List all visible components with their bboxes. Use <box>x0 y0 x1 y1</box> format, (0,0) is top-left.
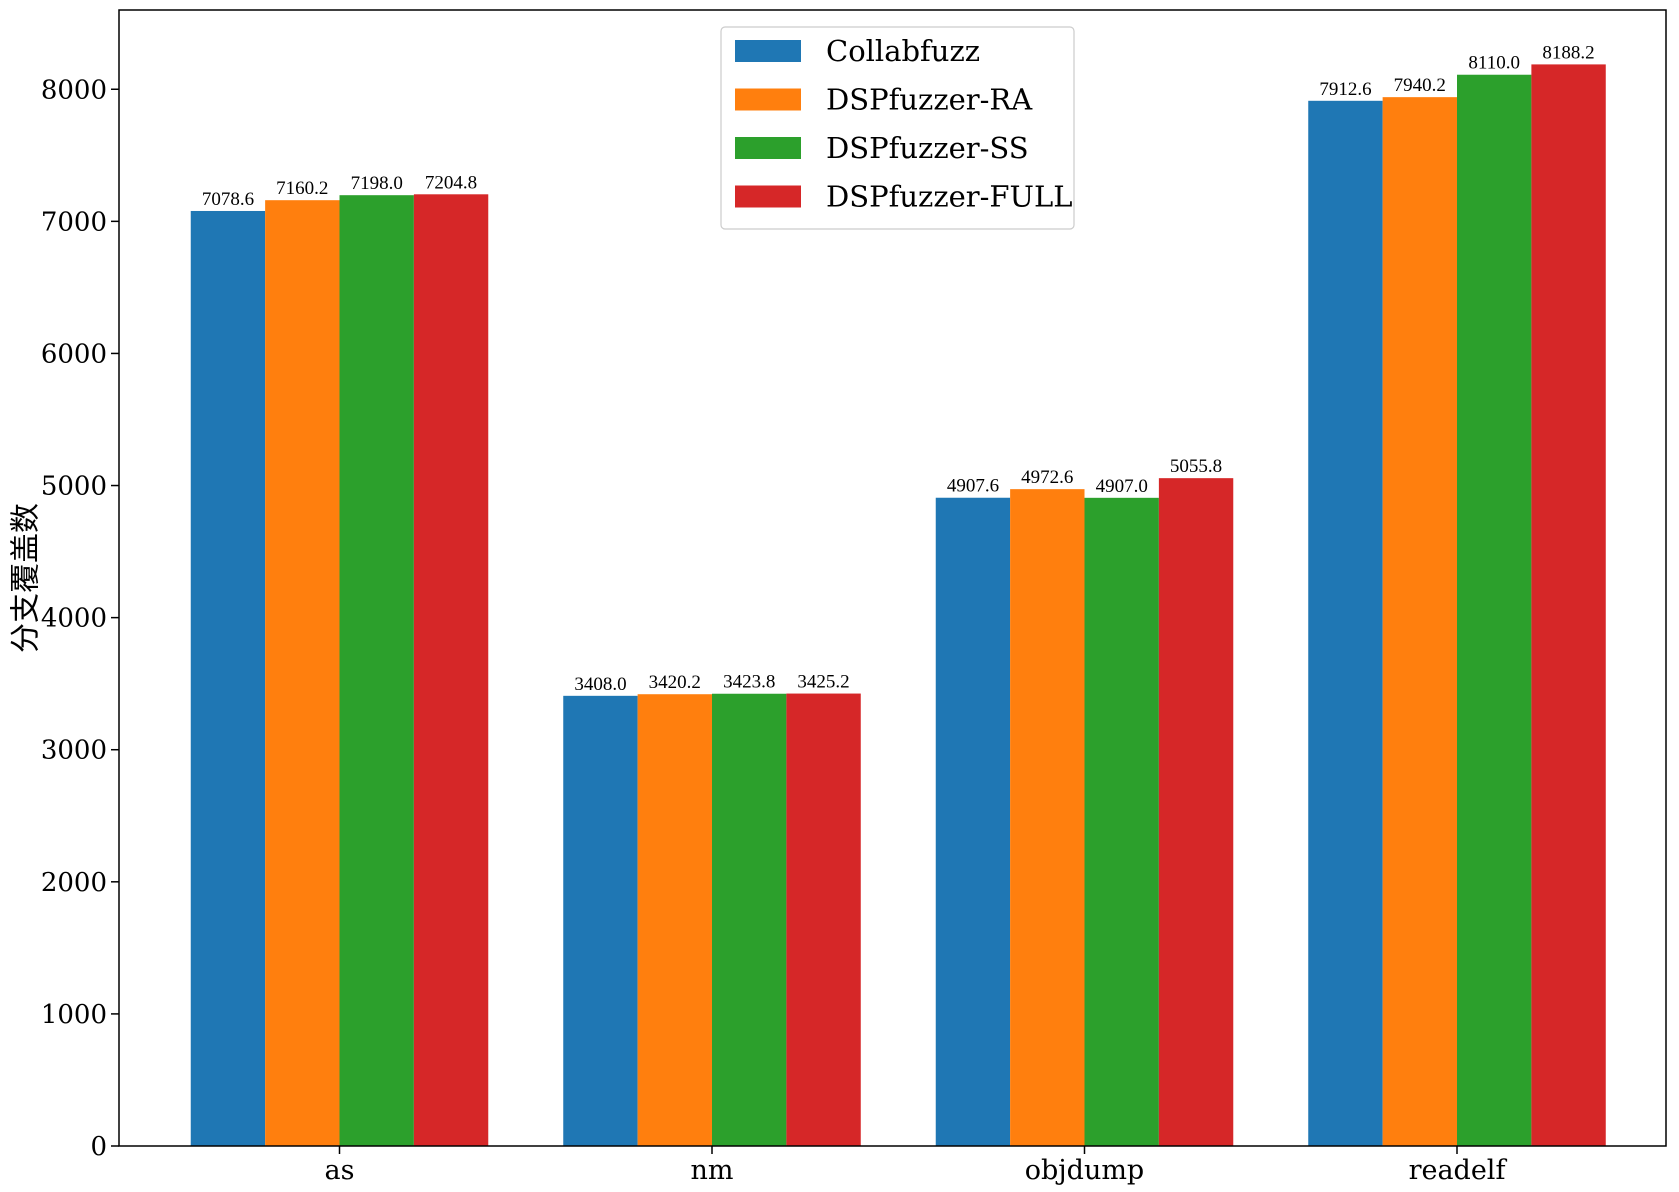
bar-value-label: 4907.0 <box>1096 476 1148 497</box>
x-tick-label: nm <box>691 1155 734 1186</box>
x-tick-label: readelf <box>1409 1155 1508 1186</box>
y-tick-label: 8000 <box>41 75 107 105</box>
y-tick-label: 5000 <box>41 472 107 502</box>
bar-value-label: 7078.6 <box>202 189 254 210</box>
legend-swatch <box>735 137 801 159</box>
bar-dspfuzzer-full-readelf <box>1531 64 1606 1146</box>
bar-value-label: 7198.0 <box>351 173 403 194</box>
bar-dspfuzzer-ss-as <box>339 195 414 1146</box>
bar-value-label: 3423.8 <box>723 672 775 693</box>
x-axis: as nm objdump readelf <box>325 1146 1508 1186</box>
y-tick-label: 1000 <box>41 1000 107 1030</box>
y-tick-label: 3000 <box>41 736 107 766</box>
legend-entry-label: DSPfuzzer-FULL <box>826 180 1073 214</box>
y-axis-label: 分支覆盖数 <box>9 503 44 653</box>
y-tick-label: 6000 <box>41 339 107 369</box>
bar-dspfuzzer-full-nm <box>786 693 861 1146</box>
legend-swatch <box>735 40 801 62</box>
bar-dspfuzzer-ra-objdump <box>1010 489 1085 1146</box>
legend-entry-label: DSPfuzzer-RA <box>826 83 1033 117</box>
bar-dspfuzzer-ra-nm <box>637 694 713 1146</box>
bar-dspfuzzer-full-objdump <box>1158 478 1234 1146</box>
bar-labels-layer: 7078.6 3408.0 4907.6 7912.6 7160.2 3420.2 4972… <box>202 42 1595 694</box>
bar-dspfuzzer-ss-nm <box>712 693 787 1146</box>
bar-value-label: 7204.8 <box>425 172 477 193</box>
bar-value-label: 4907.6 <box>947 476 999 497</box>
y-axis: 0 1000 2000 3000 4000 5000 6000 7000 8000 <box>41 75 119 1162</box>
bars-layer <box>190 64 1606 1147</box>
legend-swatch <box>735 88 801 111</box>
legend-entry-label: DSPfuzzer-SS <box>826 131 1029 165</box>
bar-value-label: 5055.8 <box>1170 456 1222 477</box>
x-tick-label: objdump <box>1025 1155 1144 1186</box>
legend-swatch <box>735 185 801 208</box>
bar-collabfuzz-nm <box>563 695 638 1146</box>
bar-collabfuzz-objdump <box>935 497 1011 1146</box>
bar-dspfuzzer-ss-objdump <box>1084 497 1159 1146</box>
bar-value-label: 3408.0 <box>574 674 626 695</box>
bar-value-label: 7160.2 <box>276 178 328 199</box>
bar-collabfuzz-readelf <box>1308 100 1383 1146</box>
y-tick-label: 2000 <box>41 868 107 898</box>
legend-box <box>720 26 1075 230</box>
plot-frame <box>118 9 1667 1147</box>
legend: Collabfuzz DSPfuzzer-RA DSPfuzzer-SS DSPfuz… <box>720 26 1075 230</box>
y-tick-label: 4000 <box>41 604 107 634</box>
y-tick-label: 0 <box>90 1132 107 1162</box>
legend-entry-label: Collabfuzz <box>826 34 980 68</box>
bar-value-label: 4972.6 <box>1021 467 1073 488</box>
bar-dspfuzzer-ra-as <box>265 200 340 1146</box>
y-tick-label: 7000 <box>41 207 107 237</box>
bar-dspfuzzer-ss-readelf <box>1457 74 1532 1147</box>
bar-value-label: 7912.6 <box>1319 79 1371 100</box>
bar-value-label: 7940.2 <box>1394 75 1446 96</box>
bar-dspfuzzer-full-as <box>413 194 489 1147</box>
bar-value-label: 3420.2 <box>649 672 701 693</box>
x-tick-label: as <box>325 1155 355 1186</box>
bar-value-label: 8188.2 <box>1542 42 1594 63</box>
bar-value-label: 3425.2 <box>797 672 849 693</box>
bar-collabfuzz-as <box>190 210 266 1147</box>
bar-value-label: 8110.0 <box>1468 53 1520 74</box>
bar-dspfuzzer-ra-readelf <box>1382 97 1458 1146</box>
